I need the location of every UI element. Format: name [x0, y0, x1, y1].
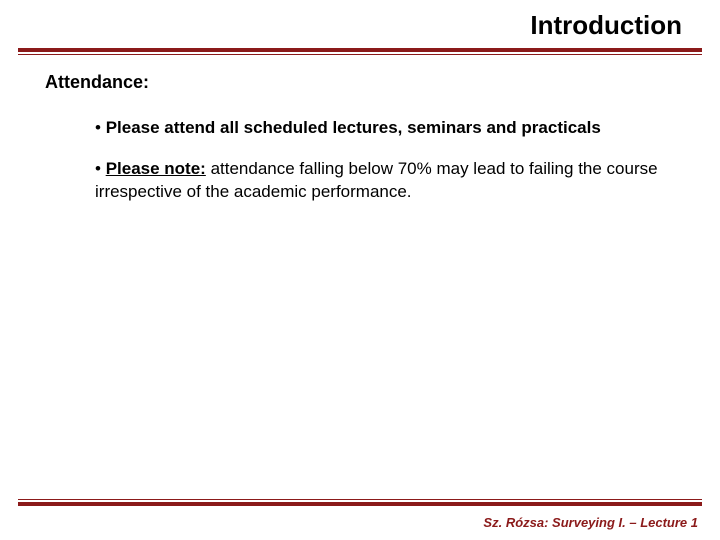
footer-rule-thick — [18, 502, 702, 506]
bullet-bold-text: Please attend all scheduled lectures, se… — [106, 118, 601, 137]
bullet-prefix: • — [95, 118, 106, 137]
bullet-item: • Please note: attendance falling below … — [95, 158, 660, 204]
bullet-bold-underline-text: Please note: — [106, 159, 206, 178]
bullet-list: • Please attend all scheduled lectures, … — [45, 117, 660, 204]
content-area: Attendance: • Please attend all schedule… — [45, 72, 660, 222]
page-title: Introduction — [0, 10, 690, 41]
bullet-prefix: • — [95, 159, 106, 178]
footer-text: Sz. Rózsa: Surveying I. – Lecture 1 — [483, 515, 698, 530]
bullet-item: • Please attend all scheduled lectures, … — [95, 117, 660, 140]
section-heading: Attendance: — [45, 72, 660, 93]
header-rule-thin — [18, 54, 702, 55]
header-rule-thick — [18, 48, 702, 52]
footer-rules — [18, 499, 702, 506]
slide: Introduction Attendance: • Please attend… — [0, 0, 720, 540]
title-area: Introduction — [0, 0, 720, 47]
footer-rule-thin — [18, 499, 702, 500]
header-rules — [18, 48, 702, 55]
